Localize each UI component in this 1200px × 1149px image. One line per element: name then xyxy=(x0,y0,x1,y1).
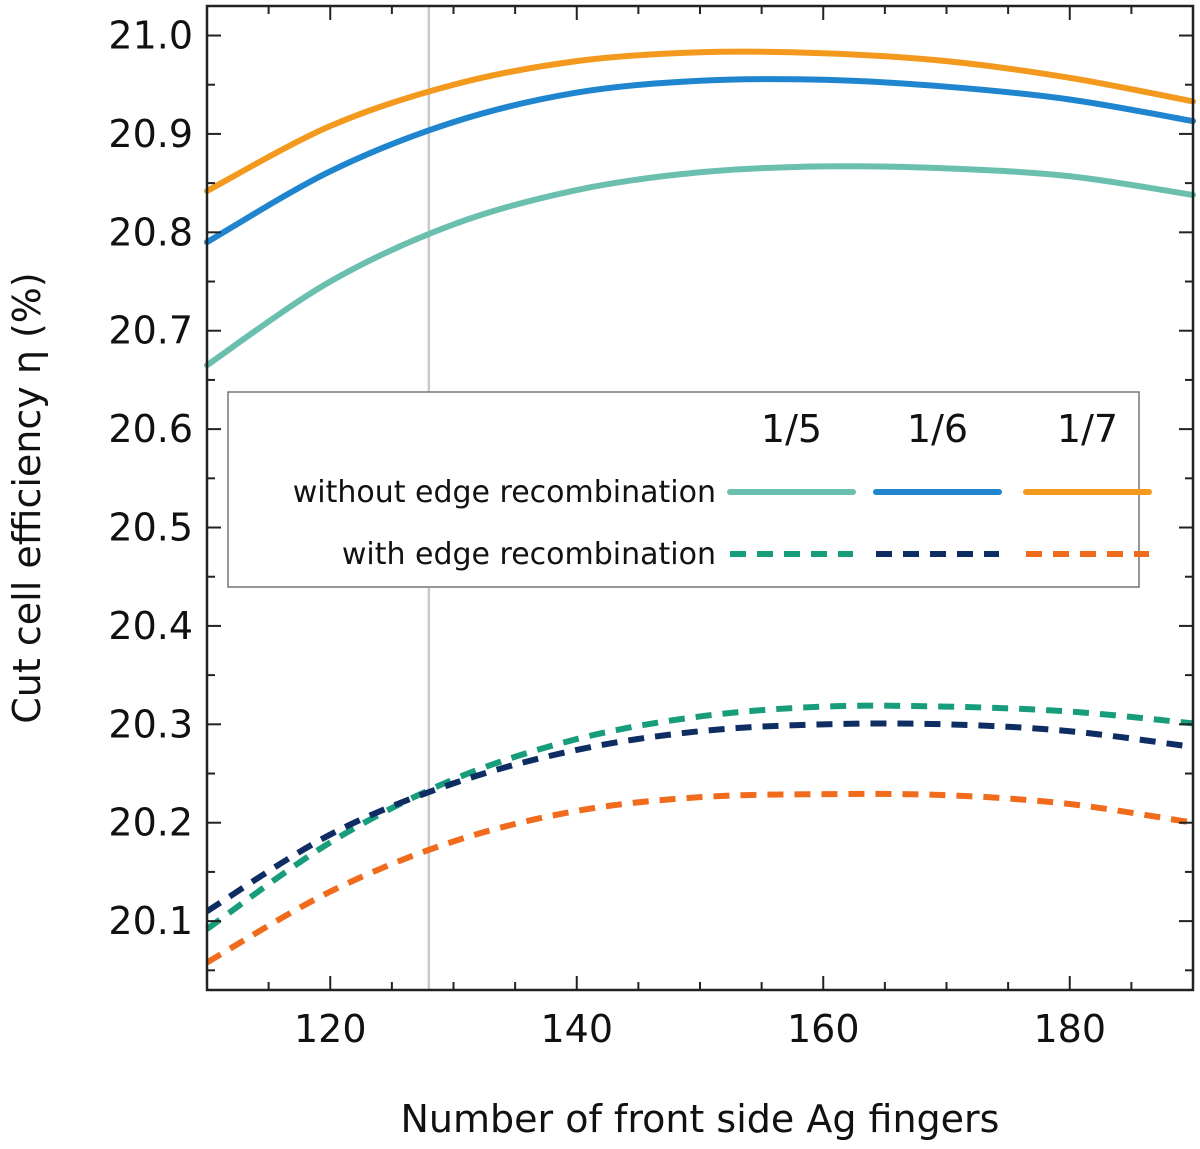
legend-column-header: 1/7 xyxy=(1057,407,1118,451)
x-tick-label: 180 xyxy=(1033,1007,1106,1051)
series-line-without-edge-1-6 xyxy=(204,76,1196,246)
y-tick-label: 20.5 xyxy=(108,506,193,550)
y-tick-label: 20.6 xyxy=(108,407,193,451)
y-tick-label: 20.7 xyxy=(108,309,193,353)
legend-row-label: with edge recombination xyxy=(342,537,716,572)
y-axis-title: Cut cell efficiency η (%) xyxy=(5,272,49,723)
series-line-without-edge-1-5 xyxy=(204,163,1196,369)
y-tick-label: 21.0 xyxy=(108,14,193,58)
series-line-with-edge-1-7 xyxy=(205,790,1194,966)
x-tick-label: 140 xyxy=(540,1007,613,1051)
y-tick-label: 20.4 xyxy=(108,604,193,648)
legend-column-header: 1/6 xyxy=(907,407,968,451)
legend-column-header: 1/5 xyxy=(761,407,822,451)
series-line-with-edge-1-6 xyxy=(205,720,1194,914)
series-line-without-edge-1-7 xyxy=(204,48,1196,194)
y-tick-label: 20.9 xyxy=(108,112,193,156)
legend: 1/5 1/6 1/7 without edge recombination with … xyxy=(227,391,1152,588)
legend-row-label: without edge recombination xyxy=(293,475,716,510)
series-line-with-edge-1-5 xyxy=(205,702,1194,932)
x-axis-title: Number of front side Ag fingers xyxy=(401,1097,1000,1141)
y-tick-label: 20.2 xyxy=(108,801,193,845)
y-tick-label: 20.1 xyxy=(108,899,193,943)
y-tick-label: 20.8 xyxy=(108,210,193,254)
y-tick-label: 20.3 xyxy=(108,702,193,746)
x-tick-label: 160 xyxy=(787,1007,860,1051)
x-tick-label: 120 xyxy=(294,1007,367,1051)
